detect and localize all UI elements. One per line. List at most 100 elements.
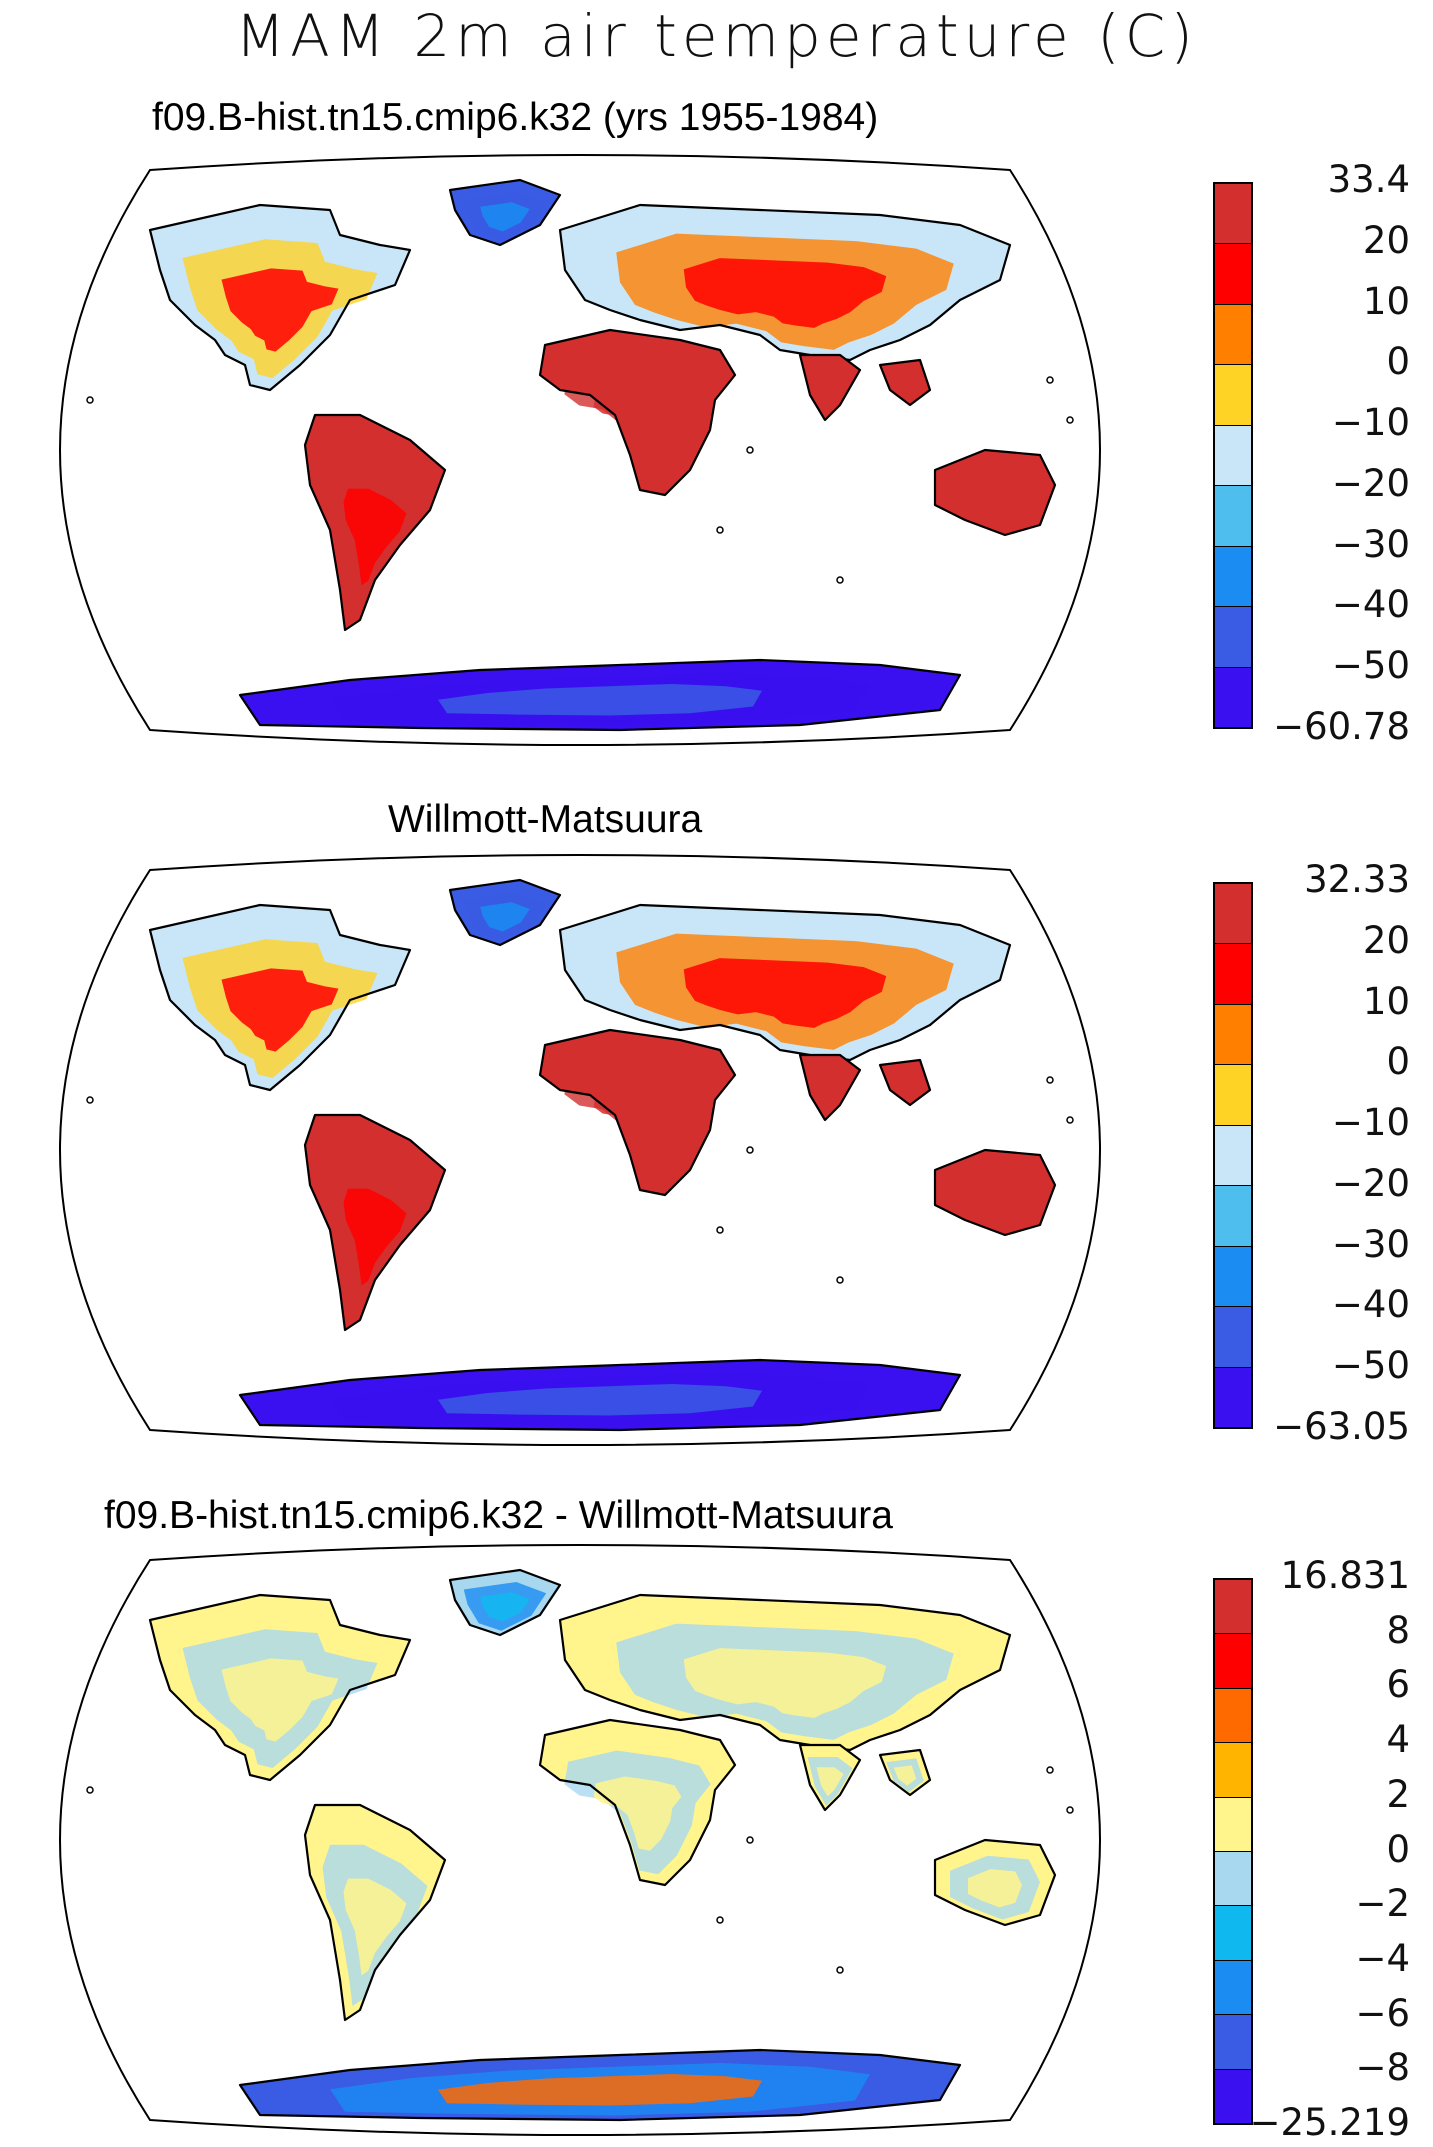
colorbar-tick-label: 20 — [1362, 918, 1410, 962]
island-outline — [1096, 576, 1100, 584]
island-outline — [1046, 1076, 1054, 1084]
island-outline — [716, 1226, 724, 1234]
colorbar-tick-label: 0 — [1386, 1040, 1410, 1084]
continent-africa — [538, 1718, 737, 1887]
colorbar-segment — [1215, 1004, 1251, 1066]
colorbar-segment — [1215, 1743, 1251, 1798]
panel-1-subtitle: f09.B-hist.tn15.cmip6.k32 (yrs 1955-1984… — [152, 96, 879, 139]
island-outline — [86, 1096, 94, 1104]
island-outline — [1066, 416, 1074, 424]
colorbar-segment — [1215, 1246, 1251, 1308]
colorbar-segment — [1215, 486, 1251, 547]
colorbar-segment — [1215, 184, 1251, 245]
continent-india — [798, 1053, 862, 1122]
island-outline — [716, 1916, 724, 1924]
colorbar-segment — [1215, 1580, 1251, 1635]
colorbar-segment — [1215, 2015, 1251, 2070]
panel-1-map — [59, 154, 1101, 746]
island-outline — [746, 1836, 754, 1844]
colorbar-segment — [1215, 1906, 1251, 1961]
colorbar-tick-label: −20 — [1331, 461, 1410, 505]
colorbar-segment — [1215, 1852, 1251, 1907]
colorbar-segment — [1215, 2069, 1251, 2124]
colorbar-tick-label: −60.78 — [1273, 705, 1410, 748]
colorbar-segment — [1215, 546, 1251, 608]
continent-greenland — [448, 878, 562, 947]
colorbar-segment — [1215, 607, 1251, 668]
island-outline — [746, 446, 754, 454]
continent-africa — [538, 328, 737, 497]
colorbar-segment — [1215, 1797, 1251, 1853]
panel-3-subtitle: f09.B-hist.tn15.cmip6.k32 - Willmott-Mat… — [104, 1494, 893, 1537]
island-outline — [86, 396, 94, 404]
colorbar-segment — [1215, 425, 1251, 487]
island-outline — [1046, 376, 1054, 384]
continent-southeast-asia — [878, 358, 932, 407]
colorbar-tick-label: −50 — [1331, 644, 1410, 688]
colorbar-tick-label: −30 — [1331, 522, 1410, 566]
continent-north-america — [148, 903, 412, 1092]
island-outline — [836, 1276, 844, 1284]
island-outline — [836, 1966, 844, 1974]
island-outline — [836, 576, 844, 584]
map-boundary — [59, 1544, 1101, 2136]
colorbar-tick-label: 32.33 — [1304, 858, 1410, 901]
panel-2-colorbar — [1213, 882, 1253, 1429]
colorbar-tick-label: −40 — [1331, 583, 1410, 627]
colorbar-segment — [1215, 944, 1251, 1005]
continent-australia — [933, 1838, 1057, 1927]
colorbar-segment — [1215, 244, 1251, 305]
continent-antarctica — [238, 658, 962, 732]
continent-greenland — [448, 178, 562, 247]
colorbar-tick-label: 2 — [1386, 1772, 1410, 1816]
continent-southeast-asia — [878, 1748, 932, 1797]
figure-title: MAM 2m air temperature (C) — [235, 2, 1198, 70]
continent-eurasia — [558, 203, 1012, 362]
colorbar-tick-label: 20 — [1362, 218, 1410, 262]
island-outline — [1066, 1806, 1074, 1814]
continent-antarctica — [238, 2048, 962, 2122]
continent-south-america — [303, 1803, 447, 2022]
colorbar-tick-label: 16.831 — [1280, 1554, 1410, 1597]
panel-2-subtitle: Willmott-Matsuura — [388, 798, 703, 841]
continent-southeast-asia — [878, 1058, 932, 1107]
colorbar-tick-label: 0 — [1386, 340, 1410, 384]
colorbar-segment — [1215, 304, 1251, 366]
continent-greenland — [448, 1568, 562, 1637]
colorbar-tick-label: 6 — [1386, 1663, 1410, 1707]
colorbar-tick-label: 10 — [1362, 279, 1410, 323]
island-outline — [1096, 1276, 1100, 1284]
continent-africa — [538, 1028, 737, 1197]
continent-north-america — [148, 203, 412, 392]
continent-eurasia — [558, 1593, 1012, 1752]
colorbar-segment — [1215, 1960, 1251, 2016]
colorbar-tick-label: −40 — [1331, 1283, 1410, 1327]
colorbar-tick-label: −63.05 — [1273, 1405, 1410, 1448]
continent-south-america — [303, 413, 447, 632]
colorbar-tick-label: −30 — [1331, 1222, 1410, 1266]
continent-india — [798, 1743, 862, 1812]
colorbar-tick-label: −2 — [1355, 1882, 1410, 1926]
colorbar-tick-label: −8 — [1355, 2046, 1410, 2090]
island-outline — [1066, 1116, 1074, 1124]
colorbar-tick-label: 10 — [1362, 979, 1410, 1023]
colorbar-tick-label: −6 — [1355, 1991, 1410, 2035]
island-outline — [716, 526, 724, 534]
colorbar-segment — [1215, 1307, 1251, 1368]
map-boundary — [59, 154, 1101, 746]
colorbar-segment — [1215, 1125, 1251, 1187]
colorbar-segment — [1215, 1688, 1251, 1744]
colorbar-segment — [1215, 667, 1251, 727]
continent-australia — [933, 448, 1057, 537]
colorbar-segment — [1215, 1186, 1251, 1247]
continent-australia — [933, 1148, 1057, 1237]
colorbar-tick-label: −20 — [1331, 1161, 1410, 1205]
colorbar-segment — [1215, 884, 1251, 945]
continent-antarctica — [238, 1358, 962, 1432]
island-outline — [86, 1786, 94, 1794]
panel-2-map — [59, 854, 1101, 1446]
colorbar-tick-label: 4 — [1386, 1718, 1410, 1762]
continent-india — [798, 353, 862, 422]
colorbar-segment — [1215, 1367, 1251, 1427]
colorbar-tick-label: −25.219 — [1249, 2101, 1410, 2144]
